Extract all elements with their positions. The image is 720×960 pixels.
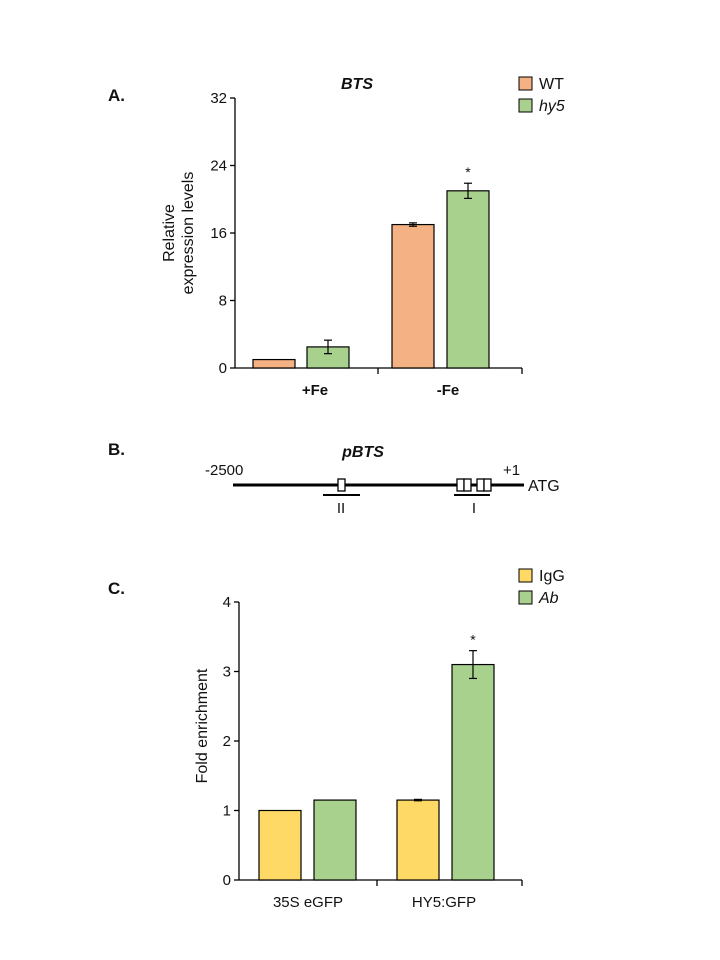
x-category-label: -Fe [437,382,460,399]
binding-site-box [337,478,346,492]
promoter-title: pBTS [341,444,384,461]
chart-a-y-axis-label-line-1: Relative [161,204,178,262]
chart-a-legend: WT hy5 [518,76,565,115]
legend-label-hy5: hy5 [539,98,565,115]
y-tick-label: 0 [219,360,227,377]
legend-label-igg: IgG [539,568,565,585]
panel-a-label: A. [108,86,125,105]
chart-a-bts-expression: BTS Relative expression levels WT hy5 0 8 1… [161,76,565,399]
significance-star: * [470,632,476,648]
chart-a-title: BTS [341,76,373,93]
bar-hy5-2 [446,190,490,369]
legend-swatch-igg [518,568,533,583]
significance-star: * [465,164,471,180]
x-category-label: HY5:GFP [412,894,476,911]
y-tick-label: 4 [223,594,231,611]
x-category-label: 35S eGFP [273,894,343,911]
chart-c-plot-area: 0 1 2 3 4 35S eGFP HY5:GFP * [223,594,523,911]
chart-a-plot-area: 0 8 16 24 32 +Fe -Fe * [210,90,523,399]
chart-c-legend: IgG Ab [518,568,565,607]
legend-swatch-wt [518,76,533,91]
promoter-start-label: -2500 [205,462,243,479]
gene-start-label: ATG [528,478,560,495]
legend-swatch-hy5 [518,98,533,113]
legend-label-ab: Ab [538,590,559,607]
binding-site-box [463,478,472,492]
y-tick-label: 2 [223,733,231,750]
y-tick-label: 16 [210,225,227,242]
binding-site-box [476,478,485,492]
bar-wt-2 [391,223,435,369]
binding-site-box [456,478,465,492]
bar-ab-1 [313,799,357,881]
y-tick-label: 24 [210,158,227,175]
region-i-label: I [472,500,476,517]
y-tick-label: 8 [219,293,227,310]
bar-igg-1 [258,809,302,881]
y-tick-label: 1 [223,803,231,820]
bar-wt-1 [252,358,296,369]
chart-a-y-axis-label-line-2: expression levels [180,172,197,295]
bar-ab-2 [451,663,495,881]
promoter-diagram: pBTS -2500 +1 ATG II I [205,444,560,517]
y-tick-label: 32 [210,90,227,107]
binding-site-box [483,478,492,492]
chart-c-y-axis-label: Fold enrichment [194,668,211,783]
bar-igg-2 [396,799,440,881]
y-tick-label: 0 [223,872,231,889]
panel-c-label: C. [108,579,125,598]
panel-b-label: B. [108,440,125,459]
x-category-label: +Fe [302,382,328,399]
chart-c-fold-enrichment: Fold enrichment IgG Ab 0 1 2 3 4 35S eGFP HY5:G… [194,568,565,911]
legend-swatch-ab [518,590,533,605]
promoter-end-label: +1 [503,462,520,479]
chart-a-y-axis-label: Relative expression levels [161,172,197,295]
region-ii-label: II [337,500,345,517]
y-tick-label: 3 [223,664,231,681]
legend-label-wt: WT [539,76,564,93]
